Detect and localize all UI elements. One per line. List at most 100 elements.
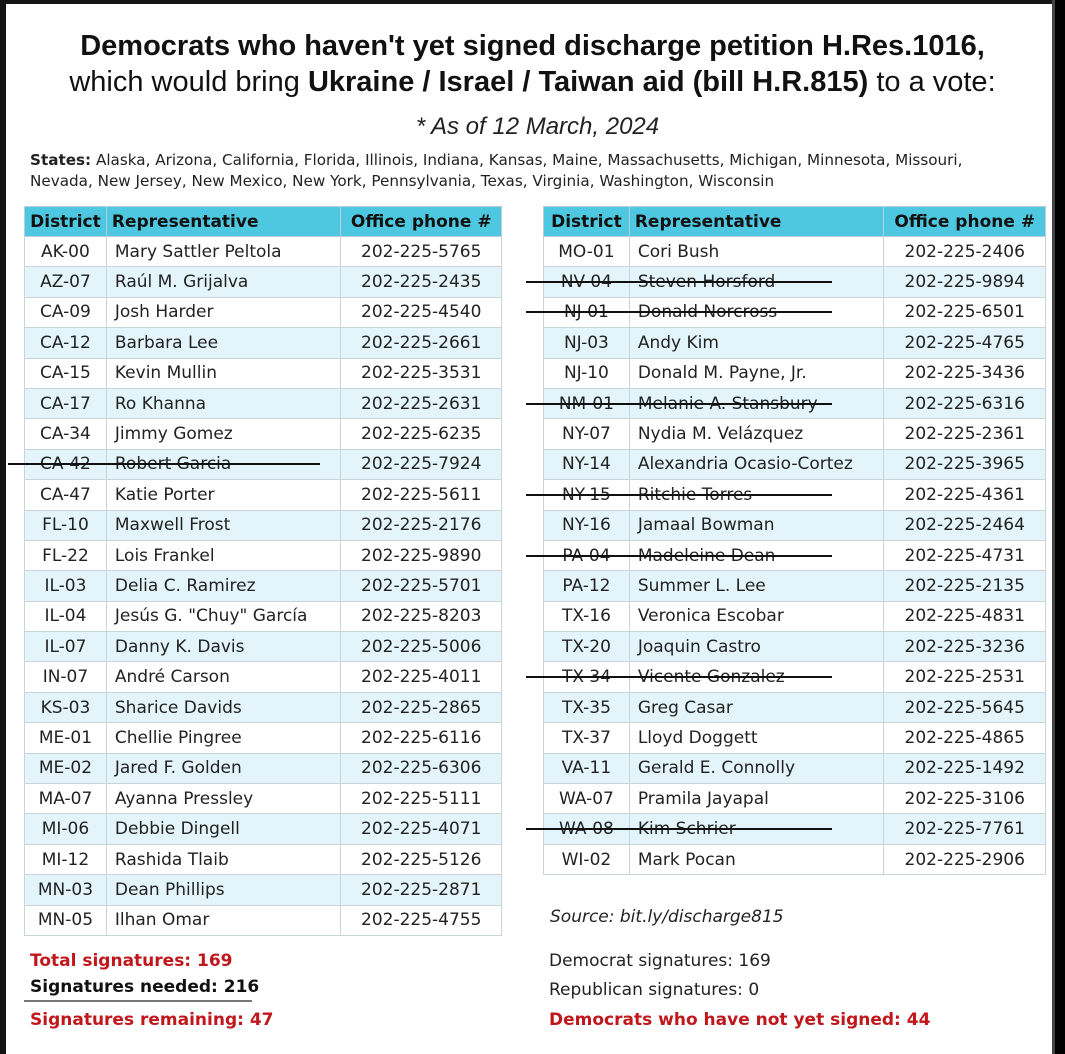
phone-cell: 202-225-4540	[340, 296, 502, 329]
representative-cell: Rashida Tlaib	[105, 843, 342, 876]
phone-cell: 202-225-4865	[883, 722, 1046, 754]
table-row: KS-03 Sharice Davids 202-225-2865	[24, 691, 502, 724]
header-representative: Representative	[105, 206, 342, 237]
phone-cell: 202-225-4011	[340, 661, 502, 693]
representative-cell: Jesús G. "Chuy" García	[105, 600, 342, 633]
phone-cell: 202-225-4765	[883, 327, 1046, 359]
left-representatives-table: District Representative Office phone # A…	[24, 206, 502, 936]
phone-cell: 202-225-2631	[340, 387, 502, 420]
representative-cell: Sharice Davids	[105, 691, 342, 724]
district-cell: CA-09	[24, 296, 107, 329]
table-row: NJ-03 Andy Kim 202-225-4765	[543, 327, 1046, 359]
table-row: PA-12 Summer L. Lee 202-225-2135	[543, 570, 1046, 602]
table-row: IN-07 André Carson 202-225-4011	[24, 661, 502, 693]
phone-cell: 202-225-3965	[883, 448, 1046, 481]
frame-border-top	[0, 0, 1065, 4]
strike-line	[526, 554, 832, 557]
table-row: MI-06 Debbie Dingell 202-225-4071	[24, 813, 502, 845]
phone-cell: 202-225-6116	[340, 722, 502, 754]
table-row: MN-03 Dean Phillips 202-225-2871	[24, 874, 502, 906]
phone-cell: 202-225-8203	[340, 600, 502, 633]
table-row: TX-20 Joaquin Castro 202-225-3236	[543, 631, 1046, 663]
district-cell: MO-01	[543, 235, 630, 268]
phone-cell: 202-225-5126	[340, 843, 502, 876]
table-row: IL-03 Delia C. Ramirez 202-225-5701	[24, 570, 502, 602]
total-signatures: Total signatures: 169	[30, 951, 233, 971]
table-row: NJ-10 Donald M. Payne, Jr. 202-225-3436	[543, 357, 1046, 389]
district-cell: FL-22	[24, 539, 107, 572]
phone-cell: 202-225-2361	[883, 418, 1046, 450]
table-row: AK-00 Mary Sattler Peltola 202-225-5765	[24, 235, 502, 268]
representative-cell: Danny K. Davis	[105, 631, 342, 663]
representative-cell: Dean Phillips	[105, 874, 342, 906]
table-row: FL-22 Lois Frankel 202-225-9890	[24, 539, 502, 572]
phone-cell: 202-225-4831	[883, 600, 1046, 633]
representative-cell: Greg Casar	[628, 691, 885, 724]
representative-cell: Mary Sattler Peltola	[105, 235, 342, 268]
district-cell: MI-12	[24, 843, 107, 876]
as-of-date: * As of 12 March, 2024	[415, 113, 660, 140]
district-cell: TX-37	[543, 722, 630, 754]
phone-cell: 202-225-4755	[340, 904, 502, 936]
representative-cell: Veronica Escobar	[628, 600, 885, 633]
phone-cell: 202-225-6316	[883, 387, 1046, 420]
table-row: MI-12 Rashida Tlaib 202-225-5126	[24, 843, 502, 876]
representative-cell: Joaquin Castro	[628, 631, 885, 663]
strike-line	[526, 493, 832, 496]
district-cell: IL-07	[24, 631, 107, 663]
header-representative: Representative	[628, 206, 885, 237]
strike-line	[8, 463, 320, 466]
district-cell: MN-05	[24, 904, 107, 936]
table-row: IL-04 Jesús G. "Chuy" García 202-225-8203	[24, 600, 502, 633]
table-row: ME-02 Jared F. Golden 202-225-6306	[24, 752, 502, 785]
phone-cell: 202-225-5645	[883, 691, 1046, 724]
table-row: WA-07 Pramila Jayapal 202-225-3106	[543, 783, 1046, 815]
table-row: ME-01 Chellie Pingree 202-225-6116	[24, 722, 502, 754]
table-row: CA-09 Josh Harder 202-225-4540	[24, 296, 502, 329]
table-row: CA-17 Ro Khanna 202-225-2631	[24, 387, 502, 420]
table-row: VA-11 Gerald E. Connolly 202-225-1492	[543, 752, 1046, 785]
representative-cell: Gerald E. Connolly	[628, 752, 885, 785]
strike-line	[526, 676, 832, 679]
phone-cell: 202-225-2176	[340, 509, 502, 541]
district-cell: IL-04	[24, 600, 107, 633]
needed-underline	[24, 1000, 252, 1002]
district-cell: MA-07	[24, 783, 107, 815]
phone-cell: 202-225-9894	[883, 266, 1046, 298]
phone-cell: 202-225-5611	[340, 479, 502, 511]
strike-line	[526, 311, 832, 314]
phone-cell: 202-225-6306	[340, 752, 502, 785]
representative-cell: Summer L. Lee	[628, 570, 885, 602]
representative-cell: Cori Bush	[628, 235, 885, 268]
representative-cell: Debbie Dingell	[105, 813, 342, 845]
district-cell: MN-03	[24, 874, 107, 906]
table-row: CA-47 Katie Porter 202-225-5611	[24, 479, 502, 511]
district-cell: AZ-07	[24, 266, 107, 298]
table-row: TX-37 Lloyd Doggett 202-225-4865	[543, 722, 1046, 754]
representative-cell: Katie Porter	[105, 479, 342, 511]
phone-cell: 202-225-3531	[340, 357, 502, 389]
header-phone: Office phone #	[883, 206, 1046, 237]
frame-border-right	[1055, 0, 1065, 1054]
phone-cell: 202-225-2531	[883, 661, 1046, 693]
phone-cell: 202-225-5765	[340, 235, 502, 268]
representative-cell: Barbara Lee	[105, 327, 342, 359]
representative-cell: Jamaal Bowman	[628, 509, 885, 541]
table-row: NY-14 Alexandria Ocasio-Cortez 202-225-396…	[543, 448, 1046, 481]
page-title: Democrats who haven't yet signed dischar…	[80, 30, 985, 62]
phone-cell: 202-225-4731	[883, 539, 1046, 572]
district-cell: TX-16	[543, 600, 630, 633]
phone-cell: 202-225-7761	[883, 813, 1046, 845]
source-link[interactable]: Source: bit.ly/discharge815	[550, 907, 784, 927]
district-cell: FL-10	[24, 509, 107, 541]
representative-cell: Ilhan Omar	[105, 904, 342, 936]
table-row: CA-34 Jimmy Gomez 202-225-6235	[24, 418, 502, 450]
phone-cell: 202-225-2865	[340, 691, 502, 724]
table-header-row: District Representative Office phone #	[24, 206, 502, 237]
signatures-needed: Signatures needed: 216	[30, 977, 260, 997]
republican-signatures: Republican signatures: 0	[549, 980, 760, 1000]
representative-cell: Josh Harder	[105, 296, 342, 329]
subtitle-pre: which would bring	[69, 66, 308, 98]
table-row: MN-05 Ilhan Omar 202-225-4755	[24, 904, 502, 936]
district-cell: CA-12	[24, 327, 107, 359]
